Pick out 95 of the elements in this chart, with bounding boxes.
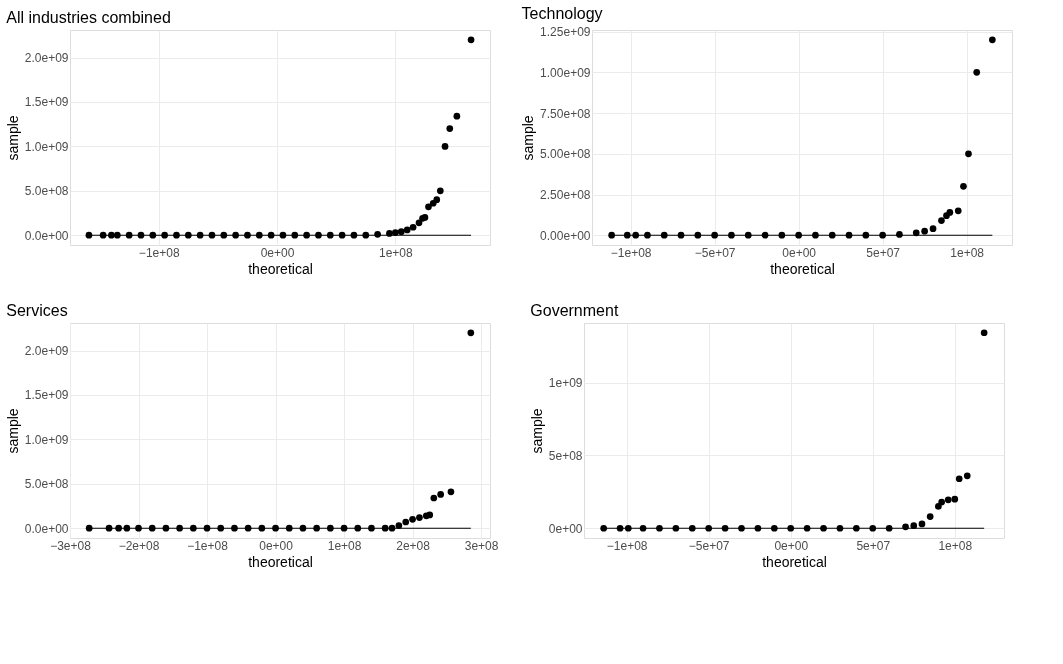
y-tick-label: 0.0e+00 (24, 521, 69, 536)
x-axis-title: theoretical (248, 553, 313, 570)
x-tick-label: −1e+08 (187, 538, 229, 553)
x-tick-label: 1e+08 (950, 245, 985, 260)
y-axis-title: sample (4, 408, 21, 454)
point (409, 516, 416, 523)
chart-title: Technology (521, 4, 603, 22)
x-tick-label: 5e+07 (866, 245, 901, 260)
point (467, 36, 475, 44)
point (430, 494, 438, 502)
x-tick-label: 0e+00 (782, 245, 817, 260)
y-tick-label: 1.00e+09 (540, 65, 591, 80)
y-tick-label: 5.0e+08 (24, 477, 69, 492)
point (902, 523, 909, 531)
y-tick-label: 1.0e+09 (24, 432, 69, 447)
y-tick-label: 1e+09 (548, 376, 583, 391)
point (441, 143, 449, 150)
x-tick-label: −2e+08 (118, 538, 160, 553)
point (910, 522, 918, 529)
x-tick-label: 0e+00 (774, 538, 809, 553)
x-tick-label: 5e+07 (856, 538, 891, 553)
point (960, 183, 967, 190)
y-tick-label: 0.0e+00 (24, 228, 69, 243)
x-tick-label: 1e+08 (938, 538, 973, 553)
point (988, 36, 996, 44)
point (392, 229, 399, 236)
y-axis-title: sample (528, 408, 545, 454)
y-tick-label: 1.25e+09 (540, 25, 591, 40)
point (446, 125, 454, 132)
point (395, 522, 403, 529)
point (965, 150, 972, 158)
point (929, 225, 937, 233)
point (135, 524, 142, 532)
x-tick-label: −5e+07 (694, 245, 736, 260)
point (944, 496, 952, 504)
x-tick-label: 0e+00 (260, 245, 295, 260)
x-tick-label: −1e+08 (606, 538, 648, 553)
point (416, 514, 423, 521)
point (437, 491, 445, 498)
x-tick-label: −3e+08 (50, 538, 92, 553)
x-tick-label: 3e+08 (464, 538, 499, 553)
point (955, 475, 963, 483)
y-tick-label: 1.0e+09 (24, 139, 69, 154)
point (426, 511, 434, 519)
point (954, 207, 962, 215)
y-tick-label: 5e+08 (548, 448, 583, 463)
x-axis-title: theoretical (770, 260, 835, 277)
y-tick-label: 0.00e+00 (540, 228, 591, 243)
y-tick-label: 0e+00 (548, 521, 583, 536)
point (436, 187, 444, 195)
point (402, 518, 410, 526)
point (374, 230, 381, 238)
x-tick-label: 2e+08 (396, 538, 431, 553)
x-tick-label: 0e+00 (259, 538, 294, 553)
x-axis-title: theoretical (762, 553, 827, 570)
point (453, 112, 461, 120)
y-tick-label: 5.00e+08 (540, 147, 591, 162)
y-tick-label: 7.50e+08 (540, 106, 591, 121)
x-tick-label: 1e+08 (327, 538, 362, 553)
point (926, 513, 934, 520)
point (467, 329, 475, 337)
point (85, 231, 93, 239)
x-tick-label: −5e+07 (688, 538, 730, 553)
point (409, 223, 417, 231)
point (921, 227, 928, 235)
point (980, 329, 988, 337)
x-tick-label: −1e+08 (138, 245, 180, 260)
point (425, 203, 432, 211)
y-tick-label: 2.0e+09 (24, 344, 69, 359)
point (973, 69, 981, 76)
point (938, 217, 945, 224)
y-tick-label: 1.5e+09 (24, 95, 69, 110)
y-tick-label: 2.50e+08 (540, 188, 591, 203)
y-tick-label: 1.5e+09 (24, 388, 69, 403)
chart-title: Services (6, 302, 68, 319)
point (433, 196, 441, 204)
x-tick-label: 1e+08 (379, 245, 414, 260)
x-axis-title: theoretical (248, 260, 313, 277)
y-tick-label: 5.0e+08 (24, 184, 69, 199)
point (447, 488, 455, 496)
point (397, 228, 405, 236)
point (938, 498, 946, 506)
point (600, 524, 608, 532)
y-axis-title: sample (520, 115, 537, 161)
y-tick-label: 2.0e+09 (24, 51, 69, 66)
chart-title: All industries combined (6, 9, 171, 26)
point (963, 472, 971, 480)
point (403, 226, 411, 234)
x-tick-label: −1e+08 (610, 245, 652, 260)
y-axis-title: sample (4, 115, 21, 161)
point (918, 520, 926, 528)
point (608, 231, 616, 239)
chart-title: Government (530, 302, 619, 319)
point (946, 209, 954, 216)
point (951, 495, 959, 503)
